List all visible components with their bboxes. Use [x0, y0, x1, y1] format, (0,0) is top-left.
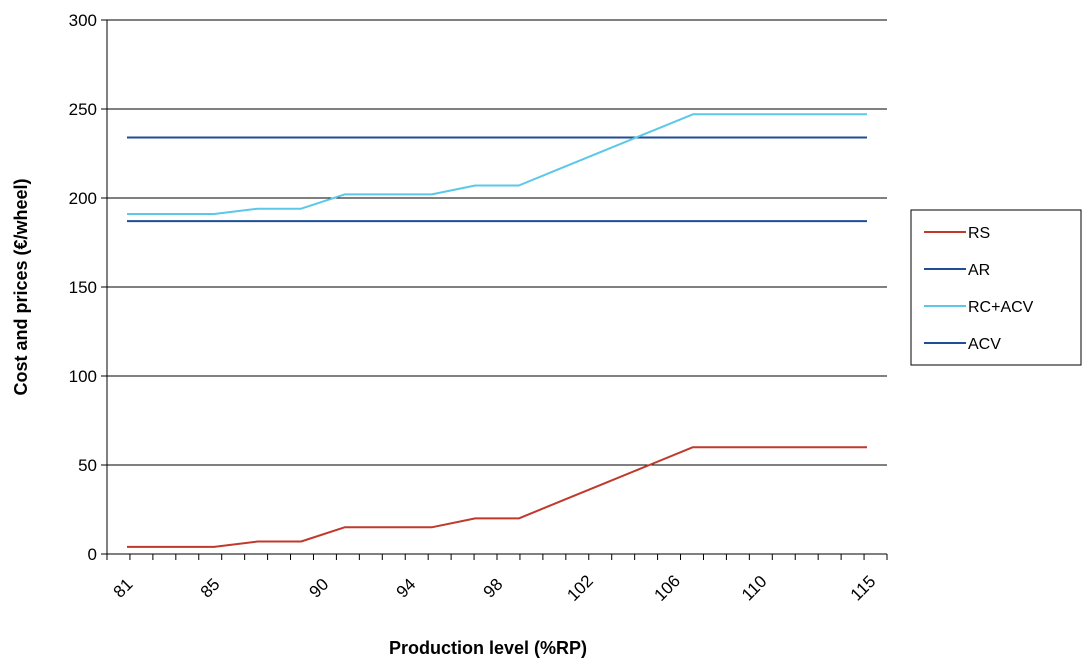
y-tick-label-5: 250 [69, 100, 97, 119]
y-axis-label: Cost and prices (€/wheel) [11, 178, 31, 395]
y-tick-label-4: 200 [69, 189, 97, 208]
x-tick-labels: 81 85 90 94 98 102 106 110 115 [110, 571, 880, 604]
grid-lines [107, 19, 887, 466]
x-tick-label-4: 98 [480, 575, 507, 602]
y-tick-label-2: 100 [69, 367, 97, 386]
x-tick-label-2: 90 [306, 575, 333, 602]
x-tick-label-1: 85 [197, 575, 224, 602]
legend: RS AR RC+ACV ACV [910, 209, 1082, 366]
y-tick-label-1: 50 [78, 456, 97, 475]
x-tick-label-6: 106 [650, 571, 683, 604]
legend-label-0: RS [968, 225, 990, 242]
legend-label-1: AR [968, 262, 990, 279]
x-tick-label-8: 115 [847, 572, 880, 605]
legend-box [910, 209, 1082, 366]
series-line-rc-acv [127, 113, 867, 215]
x-axis-label: Production level (%RP) [389, 638, 587, 658]
legend-label-2: RC+ACV [968, 299, 1034, 316]
y-tick-labels: 0 50 100 150 200 250 300 [69, 11, 97, 564]
x-tick-label-0: 81 [110, 575, 137, 602]
y-tick-label-0: 0 [88, 545, 97, 564]
series-line-rs [127, 446, 867, 548]
x-tick-label-7: 110 [738, 572, 771, 605]
x-tick-label-5: 102 [563, 571, 596, 604]
legend-label-3: ACV [968, 336, 1001, 353]
y-tick-label-3: 150 [69, 278, 97, 297]
x-tick-label-3: 94 [393, 575, 420, 602]
axes [101, 19, 888, 560]
y-tick-label-6: 300 [69, 11, 97, 30]
series-lines [127, 113, 867, 548]
